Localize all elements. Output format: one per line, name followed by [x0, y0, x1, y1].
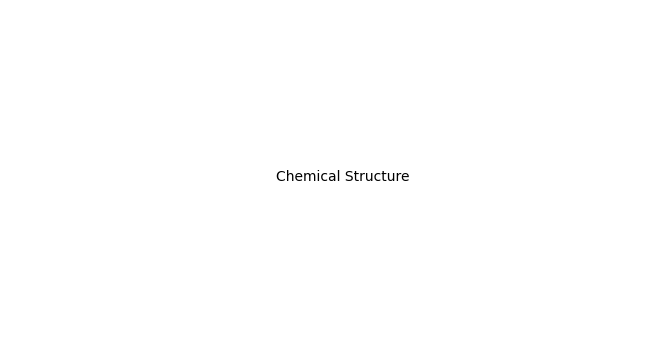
- Text: Chemical Structure: Chemical Structure: [276, 170, 409, 184]
